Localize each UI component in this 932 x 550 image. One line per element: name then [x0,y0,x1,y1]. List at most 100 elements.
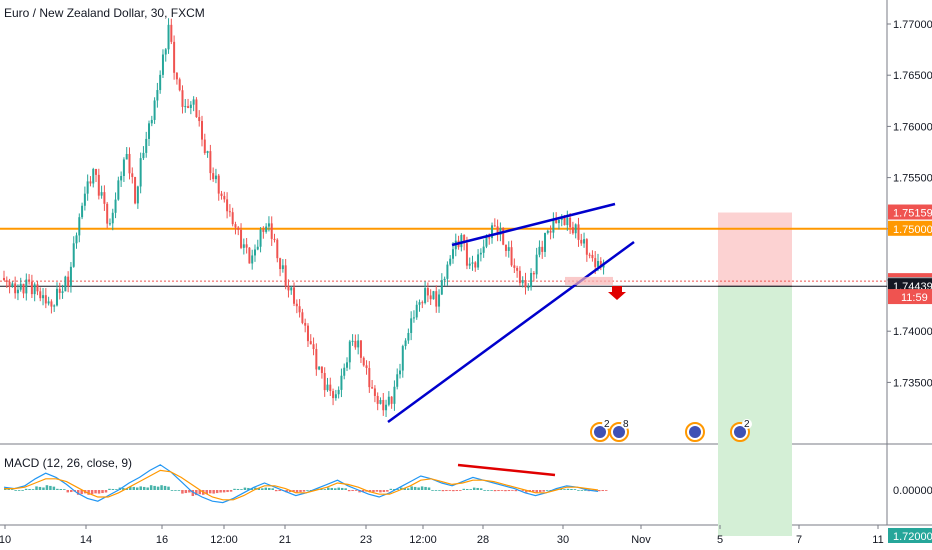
macd-histogram-bar [257,487,261,490]
candle-body [597,261,599,267]
macd-histogram-bar [219,490,222,493]
candle-body [173,41,176,73]
macd-histogram-bar [274,490,278,492]
macd-histogram-bar [563,489,566,490]
candle-body [198,117,201,122]
candle-body [181,90,184,107]
candle-body [217,175,220,194]
candle-body [538,246,541,255]
candle-body [527,287,530,289]
candle-body [209,151,212,174]
candle-body [599,261,602,268]
candle-body [491,225,494,239]
macd-histogram-bar [233,488,236,490]
macd-y-tick-label: 0.00000 [893,485,932,497]
candle-body [346,362,349,368]
macd-line [3,464,599,504]
candle-body [583,239,586,244]
price-label: 1.72000 [893,531,932,543]
macd-histogram-bar [427,487,431,490]
candle-body [122,159,125,177]
candle-body [306,325,309,342]
macd-histogram-bar [441,490,445,492]
macd-histogram-bar [525,490,528,493]
macd-histogram-bar [538,490,542,493]
candle-body [170,24,173,42]
candle-body [465,243,468,266]
candle-body [251,255,254,264]
candle-body [189,104,192,109]
candle-body [580,239,583,244]
candle-body [415,304,418,318]
candle-body [248,247,251,264]
candle-body [108,223,111,225]
candle-body [214,175,217,180]
candle-body [262,229,265,232]
candle-body [438,294,441,307]
candle-body [468,263,471,266]
flag-icon [689,426,701,438]
candle-body [270,223,273,239]
breakout-box [565,276,613,285]
candle-body [524,280,527,288]
take-profit-zone [718,286,792,536]
candle-body [407,332,410,341]
macd-histogram-bar [10,489,14,490]
macd-histogram-bar [240,489,243,490]
candle-body [134,177,137,204]
macd-histogram-bar [195,490,198,496]
candle-body [212,173,215,180]
macd-histogram-bar [400,487,403,490]
macd-histogram-bar [354,490,358,491]
macd-histogram-bar [466,488,469,490]
macd-histogram-bar [177,490,181,491]
macd-histogram-bar [149,485,153,490]
macd-histogram-bar [14,490,17,491]
candle-body [485,237,488,247]
macd-histogram-bar [52,486,56,490]
macd-histogram-bar [101,490,104,494]
x-tick-label: Nov [631,534,651,546]
macd-histogram-bar [577,490,580,491]
macd-histogram-bar [327,487,330,490]
candle-body [237,227,240,230]
macd-histogram-bar [497,490,500,492]
candle-body [78,217,81,236]
macd-histogram-bar [63,489,66,490]
x-tick-label: 23 [360,534,372,546]
macd-histogram-bar [184,490,188,494]
candle-body [588,254,591,256]
macd-histogram-bar [146,487,149,490]
candle-body [265,226,268,232]
candle-body [376,395,379,404]
x-tick-label: 11 [872,534,883,546]
candle-body [42,295,45,299]
candle-body [385,404,388,411]
macd-divergence-line [457,463,556,477]
candle-body [488,237,491,239]
y-tick-label: 1.76500 [893,70,932,82]
price-label: 1.75159 [893,208,932,220]
candle-body [343,367,346,376]
candle-body [577,224,580,240]
x-tick-label: 16 [156,534,168,546]
badge-count: 8 [623,419,629,430]
candle-body [479,252,482,255]
candle-body [223,195,226,200]
macd-histogram-bar [188,490,191,493]
candle-body [482,246,485,253]
candle-body [206,151,209,154]
candle-body [106,203,109,224]
candle-body [92,169,95,184]
candle-body [16,289,19,294]
macd-histogram-bar [215,490,219,494]
candle-body [245,244,248,248]
macd-histogram-bar [396,489,400,490]
macd-histogram-bar [521,490,525,491]
candle-body [530,272,533,288]
candle-body [145,138,148,153]
macd-histogram-bar [278,490,281,492]
macd-histogram-bar [160,485,163,490]
candle-body [139,158,142,187]
